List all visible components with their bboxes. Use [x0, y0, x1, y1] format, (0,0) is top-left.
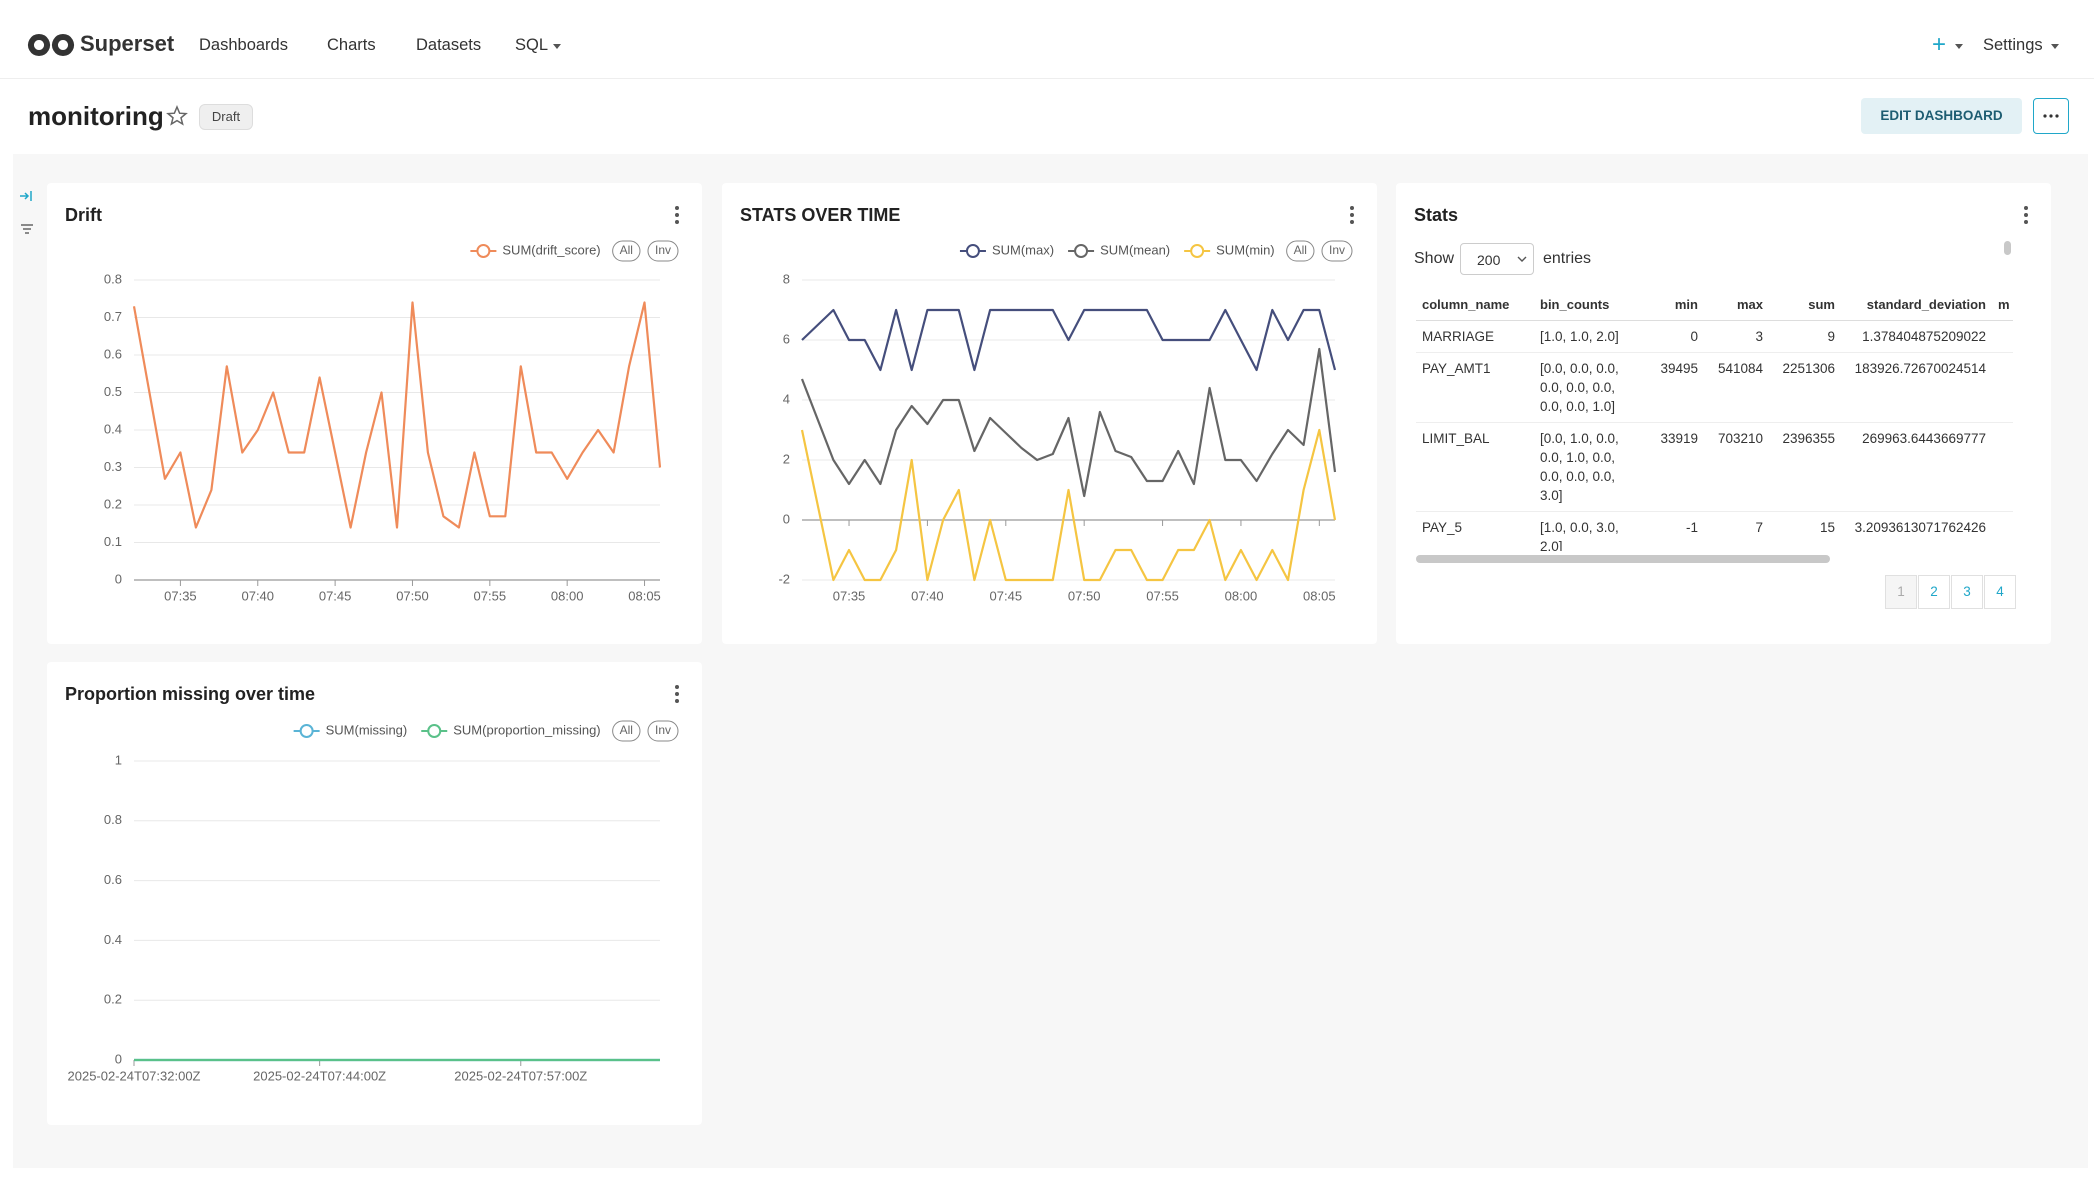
table-cell-empty: [1992, 320, 2013, 353]
more-button[interactable]: [2033, 98, 2069, 134]
table-cell-empty: [1992, 511, 2013, 551]
horizontal-scrollbar[interactable]: [1416, 555, 1830, 563]
table-cell: 1.378404875209022: [1841, 320, 1992, 353]
table-cell: 15: [1769, 511, 1841, 551]
page-button[interactable]: 2: [1918, 575, 1950, 609]
nav-item[interactable]: SQL: [515, 36, 549, 54]
table-cell: 39495: [1644, 352, 1704, 423]
table-cell-empty: [1992, 422, 2013, 512]
column-header[interactable]: bin_counts: [1534, 289, 1644, 321]
column-header[interactable]: column_name: [1416, 289, 1534, 321]
column-header[interactable]: min: [1644, 289, 1704, 321]
table-row: PAY_5 [1.0, 0.0, 3.0, 2.0] -1 7 15 3.20936130…: [1416, 511, 2013, 551]
chart-card: Proportion missing over time: [47, 662, 702, 1125]
chart-title: Stats: [1414, 205, 1459, 225]
chart-menu[interactable]: [674, 205, 680, 225]
settings-menu[interactable]: Settings: [1983, 36, 2043, 54]
chart-card: STATS OVER TIME: [722, 183, 1377, 644]
table-cell: 183926.72670024514: [1841, 352, 1992, 423]
table-cell: 9: [1769, 320, 1841, 353]
page-button[interactable]: 4: [1984, 575, 2016, 609]
show-label: Show: [1414, 250, 1455, 267]
table-row: MARRIAGE [1.0, 1.0, 2.0] 0 3 9 1.378404875209…: [1416, 320, 2013, 353]
table-cell: 541084: [1704, 352, 1769, 423]
table-cell: [0.0, 1.0, 0.0, 0.0, 1.0, 0.0, 0.0, 0.0,…: [1534, 422, 1644, 512]
page-size-select[interactable]: 200: [1460, 243, 1534, 275]
chart-menu[interactable]: [1349, 205, 1355, 225]
dashboard-title[interactable]: monitoring: [28, 101, 164, 131]
table-cell: PAY_5: [1416, 511, 1534, 551]
caret: [553, 44, 561, 49]
brand[interactable]: Superset: [80, 31, 175, 56]
table-cell: [0.0, 0.0, 0.0, 0.0, 0.0, 0.0, 0.0, 0.0,…: [1534, 352, 1644, 423]
table-head: column_name bin_counts min max sum standard_d…: [1416, 289, 2013, 321]
caret: [2051, 44, 2059, 49]
table-body: MARRIAGE [1.0, 1.0, 2.0] 0 3 9 1.378404875209…: [1416, 320, 2013, 551]
table: column_name bin_counts min max sum standard_d…: [1416, 289, 2013, 551]
stats-table: column_name bin_counts min max sum standard_d…: [1416, 289, 2013, 551]
add-button[interactable]: +: [1932, 31, 1947, 58]
table-cell: PAY_AMT1: [1416, 352, 1534, 423]
chart-card: Drift: [47, 183, 702, 644]
table-cell: [1.0, 1.0, 2.0]: [1534, 320, 1644, 353]
table-cell-empty: [1992, 352, 2013, 423]
sidebar-icons[interactable]: [18, 186, 38, 242]
more-icon: [2043, 114, 2059, 118]
page-button[interactable]: 1: [1885, 575, 1917, 609]
vertical-scrollbar[interactable]: [2004, 241, 2011, 255]
favorite-star[interactable]: [166, 105, 188, 127]
caret: [1517, 256, 1527, 262]
chart-title: STATS OVER TIME: [740, 205, 901, 225]
table-cell: LIMIT_BAL: [1416, 422, 1534, 512]
column-header[interactable]: max: [1704, 289, 1769, 321]
table-cell: 2251306: [1769, 352, 1841, 423]
page-size-value: 200: [1477, 252, 1501, 268]
table-row: LIMIT_BAL [0.0, 1.0, 0.0, 0.0, 1.0, 0.0, …: [1416, 422, 2013, 512]
edit-dashboard-button[interactable]: EDIT DASHBOARD: [1861, 98, 2022, 134]
table-cell: 269963.6443669777: [1841, 422, 1992, 512]
table-cell: -1: [1644, 511, 1704, 551]
page-button[interactable]: 3: [1951, 575, 1983, 609]
chart-title: Drift: [65, 205, 102, 225]
chart-menu[interactable]: [2023, 205, 2029, 225]
table-cell: 7: [1704, 511, 1769, 551]
entries-label: entries: [1543, 250, 1592, 267]
table-cell: 3.2093613071762426: [1841, 511, 1992, 551]
chart-title: Proportion missing over time: [65, 684, 316, 704]
table-cell: MARRIAGE: [1416, 320, 1534, 353]
table-row: PAY_AMT1 [0.0, 0.0, 0.0, 0.0, 0.0, 0.0, 0…: [1416, 352, 2013, 423]
nav-item[interactable]: Charts: [327, 36, 376, 54]
nav-item[interactable]: Dashboards: [199, 36, 288, 54]
table-cell: 2396355: [1769, 422, 1841, 512]
chart-menu[interactable]: [674, 684, 680, 704]
navbar: Superset Dashboards Charts Datasets SQL …: [0, 0, 2094, 79]
column-header[interactable]: standard_deviation: [1841, 289, 1992, 321]
logo-icon[interactable]: [27, 33, 75, 57]
table-cell: 703210: [1704, 422, 1769, 512]
nav-item[interactable]: Datasets: [416, 36, 482, 54]
table-cell: [1.0, 0.0, 3.0, 2.0]: [1534, 511, 1644, 551]
table-cell: 33919: [1644, 422, 1704, 512]
column-header[interactable]: sum: [1769, 289, 1841, 321]
header-row: column_name bin_counts min max sum standard_d…: [1416, 289, 2013, 321]
table-cell: 3: [1704, 320, 1769, 353]
table-cell: 0: [1644, 320, 1704, 353]
status-badge[interactable]: Draft: [199, 104, 253, 130]
caret: [1955, 44, 1963, 49]
column-header[interactable]: m: [1992, 289, 2013, 321]
